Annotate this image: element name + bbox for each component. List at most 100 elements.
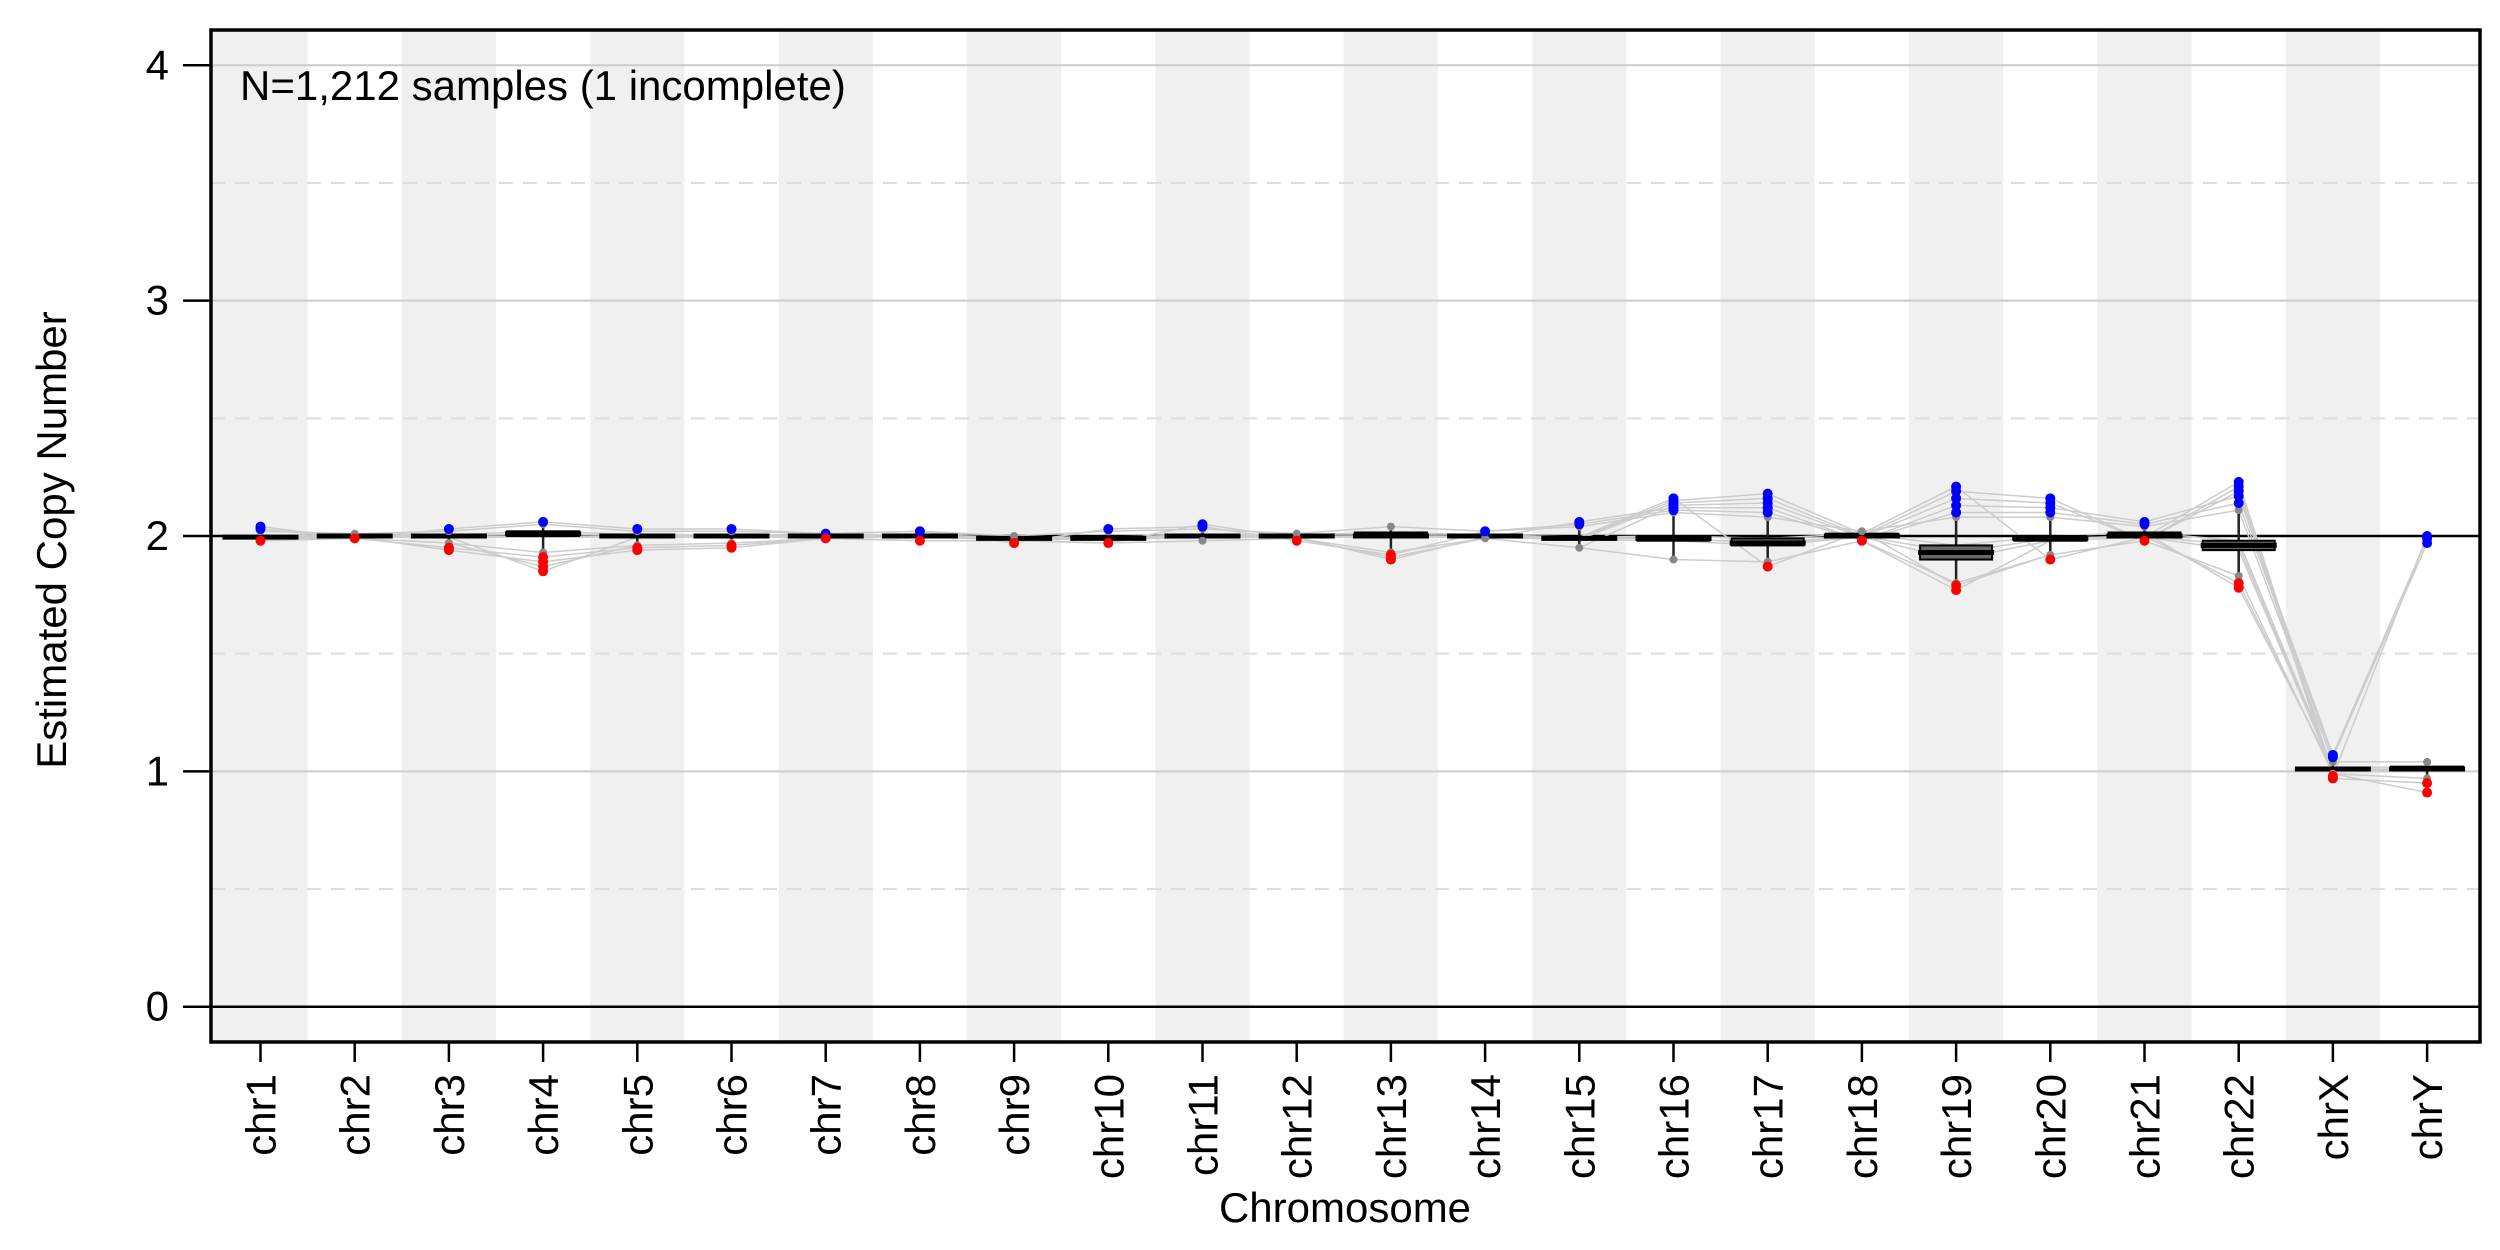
high-outlier-chr1 (255, 521, 266, 532)
sample-line-segment (543, 523, 638, 533)
low-outlier-chr5 (632, 545, 643, 556)
high-outlier-chr19 (1951, 500, 1962, 511)
high-outlier-chr11 (1197, 519, 1208, 530)
sample-line-segment (1673, 558, 1768, 563)
sample-line-segment (1767, 492, 1863, 535)
sample-line-segment (1861, 540, 1957, 591)
high-outlier-chr22 (2233, 476, 2244, 487)
data-points (255, 476, 2433, 798)
sample-line-segment (731, 537, 826, 549)
point-chr9 (1010, 532, 1019, 540)
gridlines (211, 64, 2480, 1008)
sample-line-segment (637, 547, 732, 551)
sample-line-segment (448, 547, 544, 558)
sample-line-segment (1296, 525, 1391, 535)
x-tick-label-chr6: chr6 (709, 1074, 756, 1156)
low-outlier-chr4 (538, 566, 549, 577)
sample-line-segment (543, 521, 638, 530)
low-outlier-chr3 (443, 545, 454, 556)
sample-line-segment (1767, 539, 1863, 563)
low-outlier-chr19 (1951, 585, 1962, 596)
sample-line-segment (2144, 481, 2240, 538)
high-outlier-chr19 (1951, 493, 1962, 504)
point-chr16 (1669, 555, 1678, 564)
point-chr13 (1386, 522, 1395, 531)
sample-line-segment (2144, 531, 2240, 589)
x-tick-label-chr5: chr5 (614, 1074, 661, 1156)
sample-line-segment (1955, 540, 2051, 591)
x-tick-label-chr11: chr11 (1180, 1074, 1227, 1176)
sample-line-segment (825, 530, 920, 535)
sample-line-segment (1673, 492, 1768, 502)
sample-line-segment (354, 536, 450, 551)
x-tick-label-chr2: chr2 (332, 1074, 379, 1156)
sample-line-segment (1673, 502, 1768, 507)
high-outlier-chr20 (2045, 493, 2056, 504)
point-chr14 (1481, 534, 1490, 543)
y-tick-label-0: 0 (146, 983, 169, 1030)
sample-line-segment (1390, 525, 1486, 533)
sample-line-segment (1579, 497, 1674, 538)
high-outlier-chr21 (2139, 516, 2150, 527)
low-outlier-chr9 (1009, 538, 1020, 549)
low-outlier-chrY (2422, 778, 2433, 789)
x-tick-label-chrX: chrX (2310, 1074, 2357, 1160)
sample-line-segment (1673, 497, 1769, 568)
y-tick-label-3: 3 (146, 277, 169, 324)
y-tick-label-2: 2 (146, 512, 169, 559)
sample-line-segment (542, 536, 638, 573)
sample-line-segment (448, 549, 544, 563)
sample-line-segment (1579, 502, 1674, 541)
low-outlier-chr18 (1856, 535, 1867, 546)
x-tick-label-chr15: chr15 (1556, 1074, 1603, 1179)
y-axis: 0 1 2 3 4 (146, 41, 211, 1030)
sample-line-segment (1014, 539, 1109, 544)
sample-line-segment (2237, 486, 2334, 779)
sample-line-segment (731, 528, 826, 535)
x-tick-label-chr1: chr1 (238, 1074, 285, 1156)
sample-line-segment (1108, 528, 1203, 533)
sample-line-segment (1861, 490, 1957, 537)
y-tick-label-4: 4 (146, 41, 169, 88)
sample-line-segment (2144, 540, 2239, 577)
low-outlier-chr10 (1103, 538, 1114, 549)
sample-line-segment (1956, 490, 2051, 500)
sample-line-segment (1767, 497, 1863, 537)
low-outlier-chr8 (914, 535, 925, 546)
x-tick-label-chr22: chr22 (2216, 1074, 2263, 1179)
y-tick-label-1: 1 (146, 747, 169, 794)
x-tick-label-chr21: chr21 (2122, 1074, 2169, 1179)
sample-line-segment (1955, 554, 2051, 587)
sample-line-segment (354, 530, 449, 535)
high-outlier-chr22 (2233, 498, 2244, 509)
x-axis: chr1 chr2 chr3 chr4 chr5 chr6 chr7 chr8 chr9 chr1… (238, 1042, 2451, 1179)
high-outlier-chrY (2422, 531, 2433, 541)
sample-line-segment (1296, 536, 1392, 561)
sample-line-segment (1485, 537, 1580, 549)
x-tick-label-chr10: chr10 (1085, 1074, 1132, 1179)
sample-line-segment (2238, 575, 2334, 775)
low-outlier-chr21 (2139, 535, 2150, 546)
sample-line-segment (448, 536, 544, 573)
sample-line-segment (2332, 535, 2428, 777)
sample-line-segment (1955, 485, 2051, 561)
high-outlier-chr19 (1951, 481, 1962, 492)
sample-line-segment (919, 530, 1015, 537)
low-outlier-chrY (2422, 787, 2433, 798)
sample-line-segment (1579, 547, 1674, 561)
low-outlier-chr1 (255, 535, 266, 546)
sample-line-segment (1390, 536, 1486, 561)
point-chrY (2423, 757, 2432, 766)
point-chr15 (1575, 543, 1584, 552)
x-tick-label-chr9: chr9 (991, 1074, 1038, 1156)
x-tick-label-chr3: chr3 (426, 1074, 473, 1156)
low-outlier-chr7 (820, 533, 831, 544)
sample-line-segment (543, 544, 638, 554)
sample-line-segment (1485, 523, 1580, 533)
sample-line-segment (1861, 530, 1957, 587)
high-outlier-chr8 (914, 526, 925, 537)
sample-line-segment (2332, 772, 2428, 794)
low-outlier-chr12 (1291, 535, 1302, 546)
high-outlier-chr5 (632, 523, 643, 534)
